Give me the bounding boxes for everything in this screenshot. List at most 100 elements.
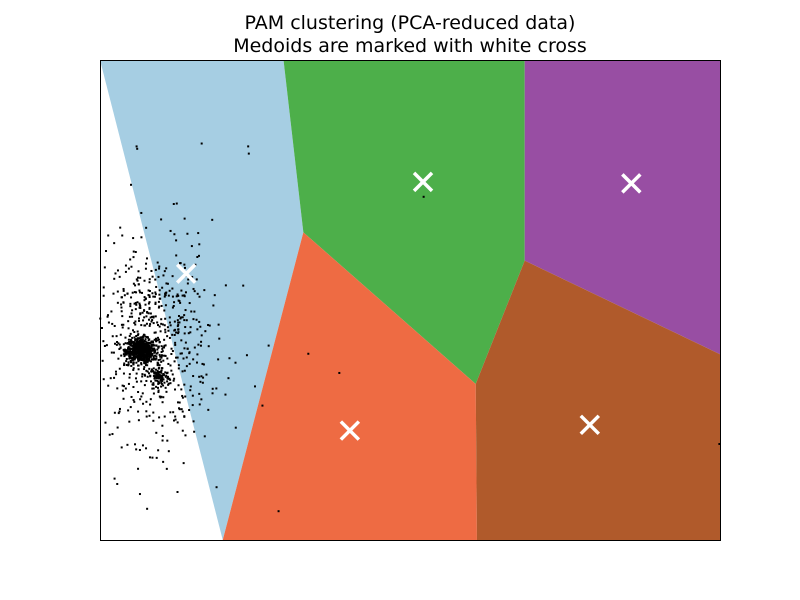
data-point [113,242,116,245]
data-point [138,351,141,354]
data-point [154,358,157,361]
data-point [150,358,153,361]
medoid-marker [621,173,642,194]
data-point [181,370,184,373]
data-point [211,387,214,390]
data-point [212,304,215,307]
data-point [175,356,178,359]
data-point [151,319,154,322]
data-point [213,294,216,297]
data-point [189,385,192,388]
data-point [187,332,190,335]
data-point [176,319,179,322]
data-point [151,275,154,278]
data-point [149,341,152,344]
data-point [190,245,193,248]
data-point [124,264,127,267]
data-point [146,375,149,378]
data-point [133,400,136,403]
data-point [171,295,174,298]
cluster-region [283,60,525,384]
data-point [143,316,146,319]
data-point [234,361,237,364]
data-point [127,347,130,350]
data-point [155,375,158,378]
data-point [152,419,155,422]
data-point [163,324,166,327]
data-point [171,287,174,290]
data-point [122,287,125,290]
data-point [140,348,143,351]
data-point [186,347,189,350]
data-point [144,267,147,270]
data-point [128,352,131,355]
data-point [142,342,145,345]
data-point [120,310,123,313]
data-point [154,368,157,371]
data-point [143,296,146,299]
data-point [129,359,132,362]
data-point [186,232,189,235]
data-point [145,262,148,265]
data-point [174,328,177,331]
data-point [118,343,121,346]
data-point [156,386,159,389]
data-point [137,345,140,348]
data-point [178,321,181,324]
data-point [116,301,119,304]
data-point [132,345,135,348]
data-point [144,343,147,346]
data-point [137,410,140,413]
data-point [136,343,139,346]
data-point [144,344,147,347]
data-point [123,362,126,365]
data-point [217,358,220,361]
data-point [158,305,161,308]
data-point [132,340,135,343]
data-point [127,363,130,366]
data-point [122,343,125,346]
data-point [160,350,163,353]
data-point [132,361,135,364]
data-point [120,323,123,326]
data-point [143,384,146,387]
data-point [151,352,154,355]
data-point [140,356,143,359]
data-point [168,289,171,292]
data-point [137,360,140,363]
data-point [161,439,164,442]
data-point [157,338,160,341]
data-point [164,292,167,295]
data-point [112,351,115,354]
data-point [156,336,159,339]
data-point [160,322,163,325]
data-point [174,415,177,418]
data-point [146,361,149,364]
data-point [138,306,141,309]
data-point [200,142,203,145]
data-point [149,403,152,406]
data-point [141,342,144,345]
data-point [135,380,138,383]
data-point [164,294,167,297]
data-point [137,270,140,273]
data-point [196,328,199,331]
data-point [198,320,201,323]
data-point [105,250,108,253]
data-point [165,291,168,294]
data-point [129,355,132,358]
data-point [100,327,103,330]
data-point [195,318,198,321]
data-point [128,343,131,346]
data-point [177,364,180,367]
data-point [135,278,138,281]
data-point [114,272,117,275]
data-point [149,360,152,363]
data-point [166,326,169,329]
data-point [118,348,121,351]
data-point [168,377,171,380]
data-point [152,355,155,358]
data-point [184,434,187,437]
data-point [132,348,135,351]
data-point [177,299,180,302]
